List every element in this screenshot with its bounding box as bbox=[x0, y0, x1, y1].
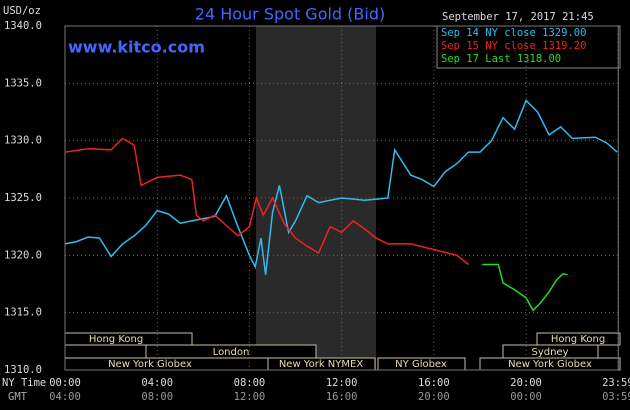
y-tick-label: 1325.0 bbox=[4, 192, 42, 204]
x2-tick-label: 20:00 bbox=[418, 391, 450, 403]
session-box bbox=[64, 344, 147, 359]
x-tick-label: 08:00 bbox=[234, 377, 266, 389]
x2-tick-label: 03:59 bbox=[602, 391, 630, 403]
x2-tick-label: 08:00 bbox=[141, 391, 173, 403]
session-label: New York Globex bbox=[508, 359, 592, 370]
y-tick-label: 1330.0 bbox=[4, 135, 42, 147]
y-tick-label: 1320.0 bbox=[4, 249, 42, 261]
x-axis-label: NY Time bbox=[2, 377, 46, 389]
session-label: Hong Kong bbox=[89, 334, 143, 345]
y-tick-label: 1335.0 bbox=[4, 77, 42, 89]
session-label: Hong Kong bbox=[551, 334, 605, 345]
x2-tick-label: 00:00 bbox=[510, 391, 542, 403]
legend-entry: Sep 14 NY close 1329.00 bbox=[441, 27, 586, 39]
unit-label: USD/oz bbox=[3, 5, 41, 17]
legend-entry: Sep 17 Last 1318.00 bbox=[441, 53, 561, 65]
x-tick-label: 23:59 bbox=[602, 377, 630, 389]
session-label: NY Globex bbox=[395, 359, 447, 370]
x2-tick-label: 16:00 bbox=[326, 391, 358, 403]
session-label: Sydney bbox=[531, 347, 568, 358]
y-tick-label: 1315.0 bbox=[4, 307, 42, 319]
session-label: New York NYMEX bbox=[279, 359, 364, 370]
x2-tick-label: 04:00 bbox=[49, 391, 81, 403]
x2-axis-label: GMT bbox=[8, 391, 28, 403]
chart-title: 24 Hour Spot Gold (Bid) bbox=[195, 5, 385, 24]
website: www.kitco.com bbox=[68, 38, 205, 57]
y-tick-label: 1310.0 bbox=[4, 364, 42, 376]
legend-box bbox=[436, 25, 621, 69]
plot-frame bbox=[64, 25, 619, 371]
timestamp: September 17, 2017 21:45 bbox=[442, 11, 594, 23]
series-line bbox=[64, 99, 618, 275]
x-tick-label: 04:00 bbox=[141, 377, 173, 389]
x-tick-label: 20:00 bbox=[510, 377, 542, 389]
session-label: London bbox=[213, 347, 250, 358]
series-line bbox=[64, 137, 469, 266]
session-label: New York Globex bbox=[108, 359, 192, 370]
series-line bbox=[482, 263, 568, 312]
legend-entry: Sep 15 NY close 1319.20 bbox=[441, 40, 586, 52]
x-tick-label: 00:00 bbox=[49, 377, 81, 389]
x-tick-label: 16:00 bbox=[418, 377, 450, 389]
y-tick-label: 1340.0 bbox=[4, 20, 42, 32]
x2-tick-label: 12:00 bbox=[234, 391, 266, 403]
x-tick-label: 12:00 bbox=[326, 377, 358, 389]
